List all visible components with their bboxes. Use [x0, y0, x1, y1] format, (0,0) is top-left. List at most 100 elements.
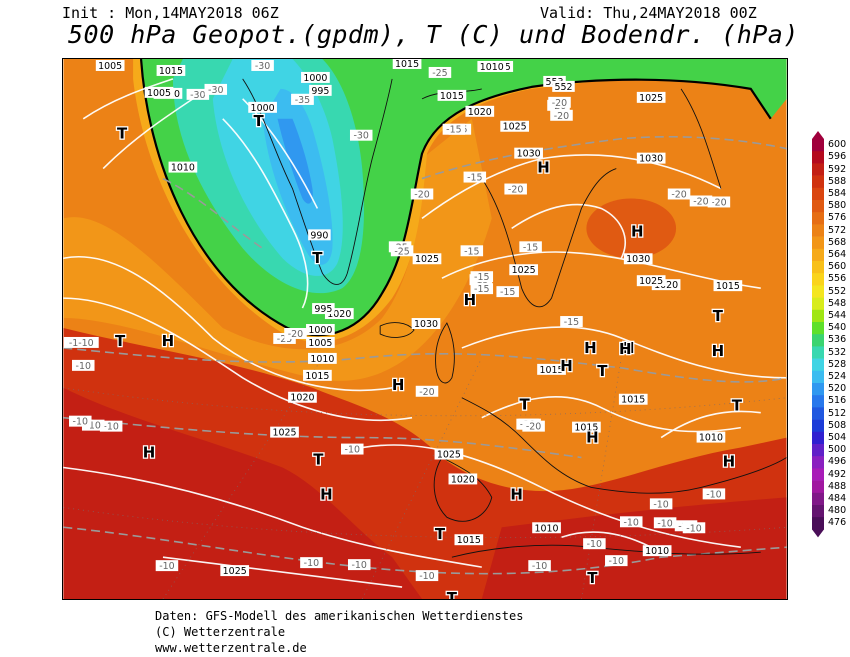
legend-swatch — [812, 187, 824, 201]
legend-swatch — [812, 370, 824, 384]
legend-bar — [812, 131, 824, 538]
valid-time: Valid: Thu,24MAY2018 00Z — [540, 4, 757, 22]
temp-label: -30 — [186, 88, 210, 101]
high-pressure-marker: H — [510, 485, 523, 503]
pressure-label: 1015 — [437, 89, 467, 102]
svg-text:-20: -20 — [554, 111, 569, 122]
svg-text:-15: -15 — [474, 272, 489, 283]
svg-text:-15: -15 — [464, 246, 479, 257]
legend-label: 560 — [828, 261, 847, 273]
pressure-label: 1015 — [713, 280, 743, 292]
svg-text:-15: -15 — [500, 287, 515, 298]
temp-label: -30 — [251, 59, 274, 72]
svg-text:-20: -20 — [414, 189, 429, 200]
svg-text:1030: 1030 — [414, 319, 438, 330]
init-time: Init : Mon,14MAY2018 06Z — [62, 4, 279, 22]
svg-text:1005: 1005 — [98, 61, 122, 72]
svg-text:-10: -10 — [653, 499, 668, 510]
svg-text:1025: 1025 — [272, 428, 296, 439]
legend-swatch — [812, 322, 824, 335]
svg-text:1025: 1025 — [639, 276, 663, 287]
legend-label: 564 — [828, 248, 847, 260]
high-pressure-marker: H — [143, 444, 156, 462]
coast-iceland — [379, 322, 415, 338]
svg-text:1020: 1020 — [654, 280, 678, 291]
svg-text:-10: -10 — [345, 445, 360, 456]
pressure-label: 1030 — [514, 147, 543, 160]
svg-text:-10: -10 — [304, 558, 319, 569]
svg-text:1010: 1010 — [645, 546, 669, 557]
legend-swatch — [812, 212, 824, 225]
svg-text:-10: -10 — [352, 560, 367, 571]
pressure-label: 1000 — [248, 101, 277, 114]
high-pressure-marker: H — [586, 429, 599, 447]
temp-label: -10 — [682, 522, 706, 534]
temp-label: -15 — [560, 316, 583, 328]
pressure-label: 1015 — [156, 64, 186, 77]
svg-text:-10: -10 — [706, 489, 721, 500]
svg-text:-10: -10 — [624, 517, 639, 528]
svg-text:-30: -30 — [190, 90, 205, 101]
svg-text:-10: -10 — [419, 571, 434, 582]
high-pressure-marker: H — [619, 340, 632, 358]
svg-text:1030: 1030 — [517, 149, 541, 160]
low-pressure-marker: T — [115, 332, 126, 350]
legend-label: 536 — [828, 334, 847, 346]
legend-swatch — [812, 297, 824, 311]
svg-text:-15: -15 — [467, 173, 482, 184]
svg-text:995: 995 — [314, 304, 332, 315]
legend-swatch — [812, 468, 824, 481]
legend-swatch — [812, 334, 824, 347]
high-pressure-marker: H — [560, 357, 573, 375]
svg-text:-35: -35 — [295, 95, 310, 106]
temp-label: -35 — [291, 93, 314, 106]
temp-label: -1-10 — [63, 336, 99, 349]
pressure-label: 1025 — [434, 448, 464, 461]
svg-text:-20: -20 — [693, 196, 708, 207]
legend-label: 508 — [828, 419, 847, 431]
high-pressure-marker: H — [392, 376, 405, 394]
pressure-label: 1025 — [220, 565, 250, 577]
svg-text:1010: 1010 — [171, 163, 195, 174]
pressure-label: 995 — [312, 303, 335, 315]
pressure-label: 1000 — [306, 324, 335, 336]
legend-label: 580 — [828, 200, 847, 212]
temp-label: -10 — [528, 560, 551, 572]
svg-text:1030: 1030 — [626, 254, 650, 265]
svg-text:1015: 1015 — [440, 91, 464, 102]
svg-text:1015: 1015 — [305, 371, 329, 382]
temp-label: -10 — [583, 538, 606, 550]
legend-swatch — [812, 200, 824, 213]
legend-swatch — [812, 285, 824, 298]
temp-label: -15 — [442, 123, 466, 136]
high-pressure-marker: H — [162, 332, 175, 350]
footer-url: www.wetterzentrale.de — [155, 641, 307, 655]
svg-text:1000: 1000 — [251, 103, 275, 114]
weather-map: 1005 1015 1000 995 1000 1010 1015 1025 1005 1010 1… — [62, 58, 788, 600]
high-pressure-marker: H — [622, 339, 635, 357]
legend-swatch — [812, 456, 824, 469]
svg-text:1025: 1025 — [503, 122, 527, 133]
low-pressure-marker: T — [117, 125, 128, 143]
pressure-label: 1025 — [636, 275, 666, 287]
temp-label: -10 — [649, 498, 673, 510]
footer-copyright: (C) Wetterzentrale — [155, 625, 286, 639]
svg-text:1020: 1020 — [468, 107, 492, 118]
pressure-label: 1030 — [636, 152, 666, 165]
svg-text:-15: -15 — [446, 125, 461, 136]
pressure-label: 1010 — [642, 545, 672, 557]
pressure-label: 995 — [309, 84, 332, 97]
high-pressure-marker: H — [631, 222, 644, 240]
temp-label: -10 — [653, 517, 677, 529]
low-pressure-marker: T — [447, 589, 458, 600]
legend-swatch — [812, 431, 824, 445]
svg-text:-10: -10 — [86, 421, 101, 432]
svg-text:-10: -10 — [587, 539, 602, 550]
legend-label: 488 — [828, 480, 847, 492]
svg-text:-30: -30 — [208, 85, 223, 96]
svg-text:-20: -20 — [711, 197, 726, 208]
legend-label: 548 — [828, 297, 847, 309]
temp-label: -25 — [390, 245, 414, 257]
svg-text:1020: 1020 — [451, 474, 475, 485]
svg-text:1025: 1025 — [223, 566, 247, 577]
